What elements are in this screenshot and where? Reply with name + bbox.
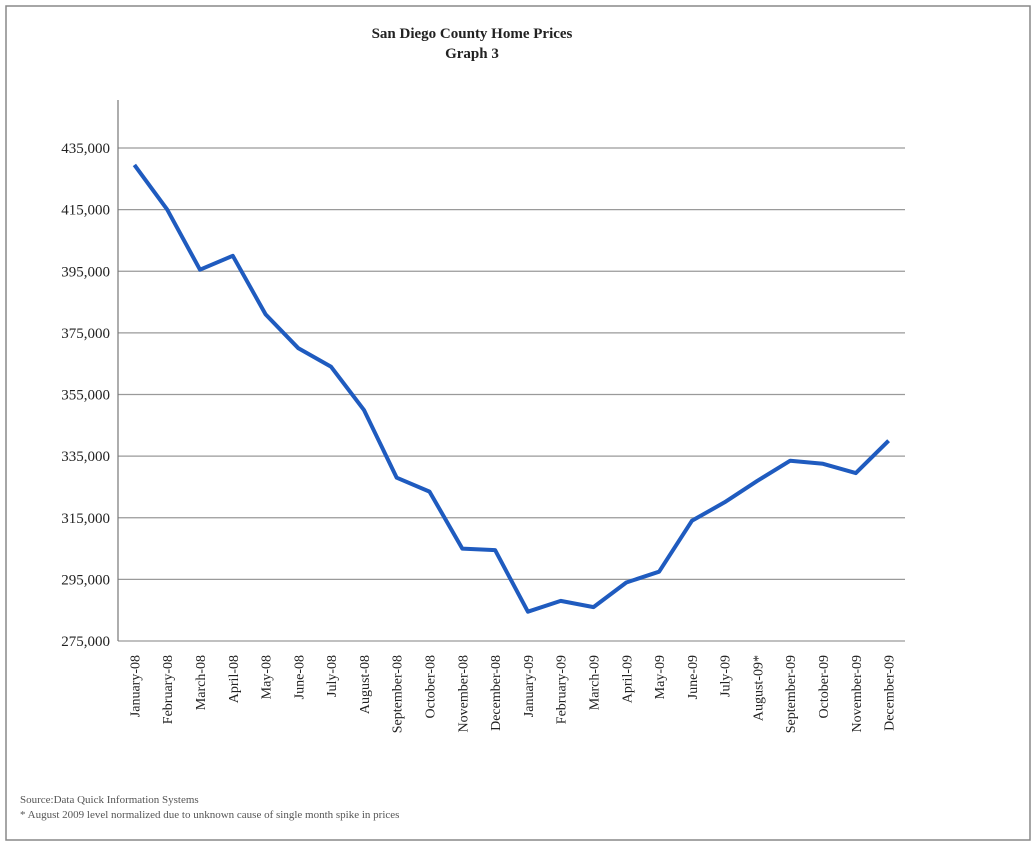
x-tick-label: June-09 bbox=[686, 655, 701, 699]
x-tick-label: October-08 bbox=[424, 655, 439, 718]
x-tick-label: June-08 bbox=[292, 655, 307, 699]
chart-subtitle: Graph 3 bbox=[445, 46, 499, 62]
x-tick-label: December-08 bbox=[489, 655, 504, 731]
x-tick-label: March-09 bbox=[587, 655, 602, 710]
y-tick-label: 295,000 bbox=[61, 572, 110, 588]
chart-title: San Diego County Home Prices bbox=[372, 26, 573, 42]
x-tick-label: September-08 bbox=[391, 655, 406, 733]
x-tick-label: July-09 bbox=[719, 655, 734, 697]
y-tick-label: 275,000 bbox=[61, 634, 110, 650]
y-tick-label: 335,000 bbox=[61, 449, 110, 465]
source-note: Source:Data Quick Information Systems bbox=[20, 794, 199, 806]
y-tick-label: 435,000 bbox=[61, 141, 110, 157]
x-tick-label: January-08 bbox=[128, 655, 143, 717]
x-tick-label: April-08 bbox=[227, 655, 242, 703]
y-tick-label: 315,000 bbox=[61, 511, 110, 527]
x-tick-label: November-09 bbox=[850, 655, 865, 732]
x-tick-label: February-09 bbox=[555, 655, 570, 724]
x-tick-label: May-09 bbox=[653, 655, 668, 699]
y-tick-label: 355,000 bbox=[61, 388, 110, 404]
x-tick-label: March-08 bbox=[194, 655, 209, 710]
y-tick-label: 415,000 bbox=[61, 203, 110, 219]
x-tick-label: July-08 bbox=[325, 655, 340, 697]
x-tick-label: September-09 bbox=[784, 655, 799, 733]
x-tick-label: October-09 bbox=[817, 655, 832, 718]
chart-frame bbox=[5, 5, 1031, 841]
x-tick-label: May-08 bbox=[260, 655, 275, 699]
x-tick-label: April-09 bbox=[620, 655, 635, 703]
y-tick-label: 375,000 bbox=[61, 326, 110, 342]
x-tick-label: August-08 bbox=[358, 655, 373, 714]
footnote: * August 2009 level normalized due to un… bbox=[20, 809, 399, 821]
x-tick-label: December-09 bbox=[883, 655, 898, 731]
data-line bbox=[132, 163, 891, 614]
x-tick-label: January-09 bbox=[522, 655, 537, 717]
x-tick-label: November-08 bbox=[456, 655, 471, 732]
x-tick-label: February-08 bbox=[161, 655, 176, 724]
x-tick-label: August-09* bbox=[751, 655, 766, 721]
y-tick-label: 395,000 bbox=[61, 264, 110, 280]
